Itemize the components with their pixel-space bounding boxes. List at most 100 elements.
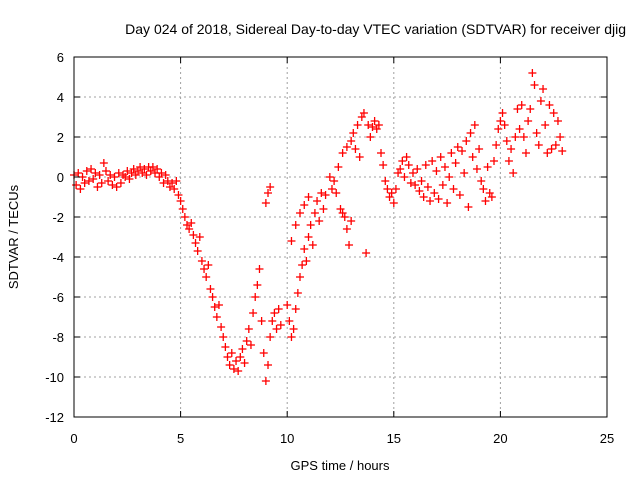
data-point [475,145,484,153]
data-point [490,157,499,165]
data-point [428,157,437,165]
grid-lines [74,57,607,417]
data-point [330,177,339,185]
data-point [146,167,155,175]
x-tick-label: 10 [280,431,294,446]
data-points [70,69,567,385]
data-point [336,205,345,213]
data-point [304,193,313,201]
data-point [536,97,545,105]
data-point [261,199,270,207]
data-point [372,125,381,133]
data-point [208,293,217,301]
data-point [449,185,458,193]
data-point [338,149,347,157]
data-point [119,171,128,179]
data-point [338,209,347,217]
data-point [434,195,443,203]
data-point [368,123,377,131]
data-point [394,169,403,177]
data-point [287,237,296,245]
data-point [229,365,238,373]
data-point [528,69,537,77]
data-point [259,349,268,357]
data-point [242,337,251,345]
plot-frame [73,56,608,418]
data-point [187,219,196,227]
data-point [165,183,174,191]
data-point [295,273,304,281]
data-point [447,149,456,157]
data-point [99,159,108,167]
data-point [315,217,324,225]
data-point [84,177,93,185]
data-point [513,105,522,113]
data-point [129,165,138,173]
data-point [558,147,567,155]
data-point [295,209,304,217]
data-point [445,173,454,181]
data-point [287,333,296,341]
data-point [451,159,460,167]
data-point [238,345,247,353]
data-point [234,367,243,375]
data-point [494,125,503,133]
data-point [534,141,543,149]
data-point [313,197,322,205]
data-point [291,305,300,313]
data-point [255,265,264,273]
data-point [419,193,428,201]
data-point [519,133,528,141]
data-point [261,377,270,385]
data-point [374,121,383,129]
data-point [532,129,541,137]
data-point [460,169,469,177]
data-point [387,189,396,197]
data-point [511,133,520,141]
y-axis-ticks: -12 -10 -8 -6 -4 -2 0 2 4 6 [45,50,607,425]
data-point [253,281,262,289]
data-point [106,171,115,179]
data-point [270,309,279,317]
data-point [131,171,140,179]
data-point [108,181,117,189]
data-point [140,165,149,173]
data-point [466,129,475,137]
data-point [481,197,490,205]
data-point [264,361,273,369]
data-point [195,233,204,241]
data-point [246,341,255,349]
y-tick-label: -12 [45,410,64,425]
data-point [524,117,533,125]
y-tick-label: 0 [57,170,64,185]
data-point [487,193,496,201]
data-point [357,113,366,121]
data-point [377,149,386,157]
data-point [300,201,309,209]
data-point [95,171,104,179]
data-point [364,121,373,129]
data-point [212,313,221,321]
data-point [87,165,96,173]
data-point [180,213,189,221]
data-point [300,245,309,253]
data-point [391,185,400,193]
data-point [500,121,509,129]
data-point [496,117,505,125]
data-point [345,241,354,249]
data-point [76,185,85,193]
x-tick-label: 20 [493,431,507,446]
data-point [383,185,392,193]
data-point [504,157,513,165]
data-point [402,153,411,161]
data-point [551,141,560,149]
data-point [351,145,360,153]
data-point [342,225,351,233]
data-point [492,141,501,149]
data-point [359,109,368,117]
y-axis-label: SDTVAR / TECUs [6,184,21,289]
data-point [127,169,136,177]
data-point [455,191,464,199]
x-axis-ticks: 0 5 10 15 20 25 [70,57,614,446]
